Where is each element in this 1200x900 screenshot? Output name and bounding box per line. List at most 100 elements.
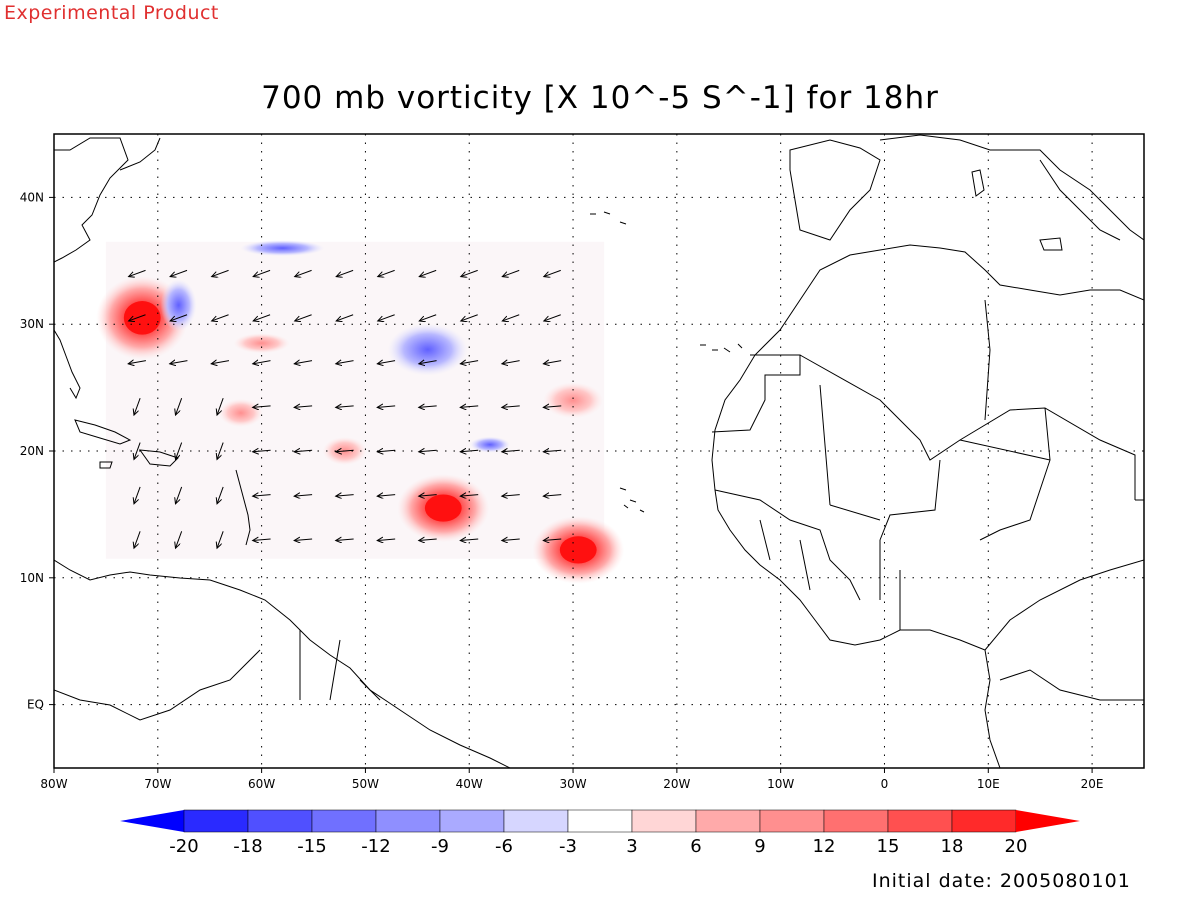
- axis-ticks: [49, 196, 1093, 773]
- sicily-coast: [1039, 237, 1063, 251]
- north-america-coast: [54, 137, 129, 263]
- wind-arrow: [377, 495, 396, 497]
- colorbar-box: [439, 809, 505, 833]
- wind-arrow: [502, 450, 520, 452]
- colorbar-label: -15: [297, 836, 326, 857]
- longitude-label: 20E: [1081, 777, 1104, 791]
- wind-arrow: [295, 269, 312, 276]
- initial-date: Initial date: 2005080101: [872, 870, 1131, 892]
- wind-arrow: [460, 361, 479, 364]
- latitude-label: 40N: [20, 190, 44, 204]
- wind-arrow: [175, 397, 183, 415]
- colorbar-label: -12: [361, 836, 390, 857]
- longitude-label: 40W: [456, 777, 483, 791]
- wind-arrow: [461, 314, 478, 321]
- wind-arrow: [129, 314, 146, 321]
- wind-arrow: [377, 406, 396, 408]
- wind-arrow: [175, 531, 183, 548]
- colorbar-label: -20: [169, 836, 198, 857]
- latitude-label: 20N: [20, 444, 44, 458]
- wind-arrow: [253, 406, 271, 408]
- wind-arrow: [502, 495, 520, 497]
- wind-arrow: [253, 314, 271, 321]
- wind-arrow: [253, 361, 271, 364]
- wind-arrow: [212, 314, 229, 321]
- wind-arrow: [253, 539, 271, 541]
- wind-arrow: [134, 442, 141, 460]
- wind-arrow: [419, 314, 437, 321]
- wind-arrow: [294, 406, 313, 408]
- colorbar-box: [951, 809, 1017, 833]
- colorbar-box: [631, 809, 697, 833]
- wind-arrow: [460, 450, 479, 452]
- colorbar-box: [183, 809, 249, 833]
- cuba-coast: [74, 419, 132, 445]
- longitude-label: 50W: [352, 777, 379, 791]
- vorticity-core: [424, 494, 462, 522]
- longitude-label: 70W: [144, 777, 171, 791]
- wind-arrow: [211, 361, 230, 364]
- longitude-label: 80W: [40, 777, 67, 791]
- lesser-antilles: [235, 469, 251, 546]
- wind-arrow: [543, 406, 562, 408]
- longitude-label: 20W: [663, 777, 690, 791]
- vorticity-center: [160, 279, 197, 332]
- longitude-label: 10E: [977, 777, 1000, 791]
- wind-arrow: [378, 314, 395, 321]
- guiana-borders: [299, 630, 381, 701]
- wind-arrow: [461, 269, 478, 276]
- wind-arrow: [217, 442, 224, 460]
- colorbar-box: [503, 809, 569, 833]
- wind-arrow: [419, 269, 437, 276]
- wind-arrow: [543, 495, 562, 497]
- wind-arrow: [336, 406, 354, 408]
- africa-borders: [711, 299, 1144, 701]
- wind-arrow: [294, 495, 313, 497]
- wind-arrow: [502, 269, 520, 276]
- colorbar: -20 -18 -15 -12 -9 -6 -3 3 6 9 12 15 18 20: [120, 809, 1080, 857]
- wind-arrow: [502, 361, 520, 364]
- colorbar-label: -18: [233, 836, 262, 857]
- africa-coast: [711, 244, 1144, 768]
- west-africa-borders: [714, 489, 861, 601]
- wind-arrow: [175, 442, 183, 460]
- wind-arrow: [460, 539, 479, 541]
- south-america-interior: [54, 649, 261, 721]
- wind-arrow: [377, 450, 396, 452]
- wind-arrow: [419, 495, 437, 497]
- azores-islands: [590, 211, 627, 225]
- vorticity-center: [240, 240, 325, 257]
- wind-arrow: [128, 361, 146, 364]
- colorbar-label: 3: [626, 836, 637, 857]
- experimental-product-label: Experimental Product: [4, 2, 219, 24]
- vorticity-shading: [96, 240, 625, 584]
- wind-arrow: [377, 539, 396, 541]
- colorbar-label: 9: [754, 836, 765, 857]
- europe-coast: [879, 134, 1144, 241]
- latitude-label: EQ: [27, 698, 44, 712]
- wind-arrow: [543, 450, 562, 452]
- wind-arrow: [134, 486, 141, 504]
- colorbar-box: [823, 809, 889, 833]
- wind-arrow: [336, 539, 354, 541]
- colorbar-box: [311, 809, 377, 833]
- wind-arrow: [253, 495, 271, 497]
- jamaica-coast: [99, 461, 113, 469]
- wind-arrow: [377, 361, 396, 364]
- colorbar-label: -6: [495, 836, 513, 857]
- vorticity-core: [559, 536, 597, 564]
- colorbar-label: 15: [877, 836, 900, 857]
- sardinia-coast: [971, 169, 985, 197]
- vorticity-center: [387, 323, 468, 376]
- colorbar-box: [375, 809, 441, 833]
- colorbar-box: [567, 809, 633, 833]
- wind-arrow: [419, 361, 437, 364]
- wind-arrow: [543, 539, 562, 541]
- colorbar-max-triangle: [1016, 810, 1080, 832]
- canary-islands: [700, 343, 743, 353]
- wind-arrow: [544, 269, 561, 276]
- wind-arrow: [170, 361, 188, 364]
- wind-arrow: [253, 450, 271, 452]
- wind-arrow: [294, 450, 313, 452]
